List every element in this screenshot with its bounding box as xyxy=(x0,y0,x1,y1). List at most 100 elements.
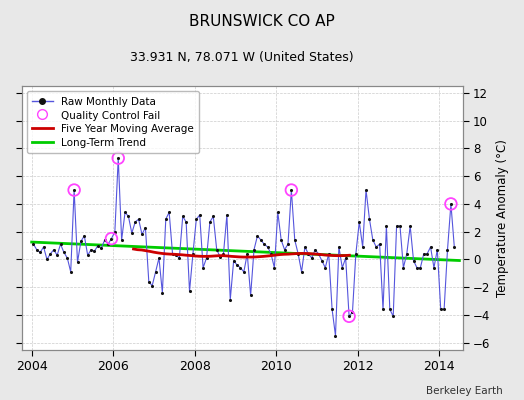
Point xyxy=(280,246,289,253)
Point xyxy=(182,219,190,225)
Point xyxy=(260,241,268,247)
Point xyxy=(399,264,408,271)
Point xyxy=(101,237,109,243)
Point xyxy=(277,237,286,243)
Point xyxy=(436,306,445,312)
Point xyxy=(328,306,336,312)
Point xyxy=(90,248,99,254)
Point xyxy=(338,264,346,271)
Point xyxy=(420,251,428,257)
Point xyxy=(264,244,272,250)
Point xyxy=(365,216,374,222)
Point xyxy=(308,255,316,261)
Point xyxy=(294,251,302,257)
Point xyxy=(389,313,397,320)
Point xyxy=(172,252,180,258)
Point xyxy=(433,246,442,253)
Point xyxy=(80,233,89,239)
Point xyxy=(60,249,68,256)
Point xyxy=(39,244,48,250)
Point xyxy=(165,209,173,216)
Point xyxy=(447,201,455,207)
Point xyxy=(117,237,126,243)
Point xyxy=(206,219,214,225)
Point xyxy=(141,224,150,231)
Point xyxy=(135,216,143,222)
Point xyxy=(32,246,41,253)
Point xyxy=(287,187,296,193)
Text: BRUNSWICK CO AP: BRUNSWICK CO AP xyxy=(189,14,335,29)
Point xyxy=(382,223,390,229)
Point xyxy=(267,251,275,257)
Point xyxy=(321,264,330,271)
Point xyxy=(213,246,221,253)
Point xyxy=(253,233,261,239)
Point xyxy=(53,252,61,258)
Point xyxy=(192,216,201,222)
Point xyxy=(50,246,58,253)
Point xyxy=(379,306,387,312)
Point xyxy=(314,251,323,257)
Point xyxy=(243,251,252,257)
Point xyxy=(114,155,123,161)
Point xyxy=(270,264,279,271)
Point xyxy=(148,282,156,289)
Point xyxy=(124,213,133,220)
Point xyxy=(161,216,170,222)
Point xyxy=(447,201,455,207)
Text: Berkeley Earth: Berkeley Earth xyxy=(427,386,503,396)
Point xyxy=(219,251,227,257)
Point xyxy=(375,241,384,247)
Point xyxy=(107,236,116,242)
Point xyxy=(107,236,116,242)
Point xyxy=(67,269,75,275)
Point xyxy=(386,306,394,312)
Legend: Raw Monthly Data, Quality Control Fail, Five Year Moving Average, Long-Term Tren: Raw Monthly Data, Quality Control Fail, … xyxy=(27,91,199,153)
Point xyxy=(226,296,234,303)
Point xyxy=(440,306,449,312)
Point xyxy=(246,292,255,299)
Point xyxy=(57,241,65,247)
Point xyxy=(427,244,435,250)
Point xyxy=(151,269,160,275)
Point xyxy=(331,332,340,339)
Point xyxy=(94,242,102,249)
Point xyxy=(284,241,292,247)
Point xyxy=(301,244,309,250)
Point xyxy=(416,264,424,271)
Point xyxy=(46,251,54,257)
Point xyxy=(128,230,136,236)
Point xyxy=(409,258,418,264)
Point xyxy=(239,269,248,275)
Point xyxy=(304,251,312,257)
Point xyxy=(185,288,194,294)
Point xyxy=(345,313,353,320)
Point xyxy=(209,213,217,220)
Point xyxy=(355,219,364,225)
Point xyxy=(297,269,305,275)
Point xyxy=(114,155,123,161)
Point xyxy=(413,264,421,271)
Point xyxy=(223,212,231,218)
Point xyxy=(63,255,71,261)
Y-axis label: Temperature Anomaly (°C): Temperature Anomaly (°C) xyxy=(496,139,509,297)
Point xyxy=(443,246,452,253)
Point xyxy=(195,212,204,218)
Point xyxy=(199,264,208,271)
Title: 33.931 N, 78.071 W (United States): 33.931 N, 78.071 W (United States) xyxy=(130,51,354,64)
Point xyxy=(324,251,333,257)
Point xyxy=(290,237,299,243)
Point xyxy=(97,245,105,252)
Point xyxy=(287,187,296,193)
Point xyxy=(179,213,187,220)
Point xyxy=(335,244,343,250)
Point xyxy=(70,187,78,193)
Point xyxy=(202,255,211,261)
Point xyxy=(236,264,245,271)
Point xyxy=(342,255,350,261)
Point xyxy=(274,209,282,216)
Point xyxy=(362,187,370,193)
Point xyxy=(369,237,377,243)
Point xyxy=(131,219,139,225)
Point xyxy=(175,255,183,261)
